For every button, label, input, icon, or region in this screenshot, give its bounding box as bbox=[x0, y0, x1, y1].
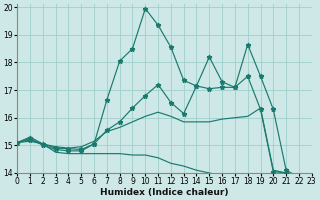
X-axis label: Humidex (Indice chaleur): Humidex (Indice chaleur) bbox=[100, 188, 229, 197]
